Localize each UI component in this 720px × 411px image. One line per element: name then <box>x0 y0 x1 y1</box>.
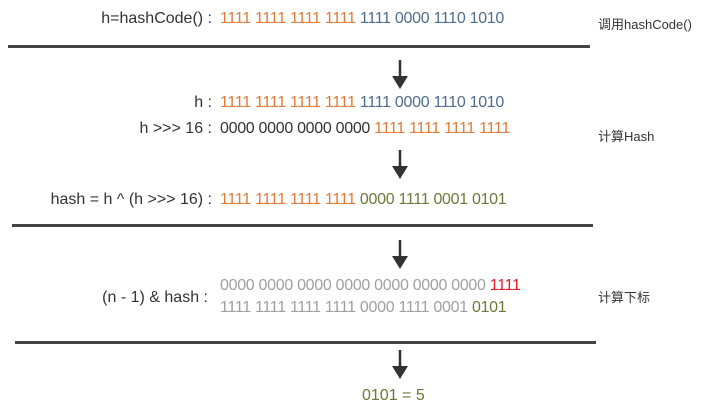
side-label-compute-index: 计算下标 <box>598 290 651 305</box>
bit-segment: 1111 0000 1110 1010 <box>359 94 504 111</box>
bit-segment: 1111 1111 1111 1111 <box>220 191 360 208</box>
bit-segment: 1111 1111 1111 1111 0000 1111 0001 <box>220 299 472 316</box>
row-label: h >>> 16 : <box>139 120 212 137</box>
bit-segment: 1111 1111 1111 1111 <box>220 10 360 27</box>
bits-row: 0000 0000 0000 0000 1111 1111 1111 1111 <box>220 120 510 138</box>
divider <box>15 341 596 344</box>
bit-segment: 0101 <box>471 299 507 316</box>
bits-row: 1111 1111 1111 1111 0000 1111 0001 0101 <box>220 191 507 209</box>
down-arrow-icon <box>392 240 408 269</box>
row-label: hash = h ^ (h >>> 16) : <box>50 191 212 208</box>
bits-row: 1111 1111 1111 1111 1111 0000 1110 1010 <box>220 94 504 112</box>
divider <box>12 224 593 227</box>
row-label: (n - 1) & hash : <box>102 289 208 306</box>
side-label-compute-hash: 计算Hash <box>598 129 655 144</box>
row-label: h=hashCode() : <box>101 10 212 27</box>
bit-segment: 0000 0000 0000 0000 <box>220 120 375 137</box>
bit-segment: 1111 0000 1110 1010 <box>359 10 504 27</box>
bits-row: 1111 1111 1111 1111 1111 0000 1110 1010 <box>220 10 504 28</box>
side-label-call-hashcode: 调用hashCode() <box>598 17 692 32</box>
bit-segment: 0000 0000 0000 0000 0000 0000 0000 <box>220 277 490 294</box>
bit-segment: 1111 <box>489 277 521 294</box>
down-arrow-icon <box>392 60 408 89</box>
bit-segment: 1111 1111 1111 1111 <box>220 94 360 111</box>
down-arrow-icon <box>392 150 408 179</box>
bits-row: 1111 1111 1111 1111 0000 1111 0001 0101 <box>220 299 507 317</box>
bits-row: 0000 0000 0000 0000 0000 0000 0000 1111 <box>220 277 521 295</box>
bit-segment: 1111 1111 1111 1111 <box>374 120 510 137</box>
result-value: 0101 = 5 <box>362 387 425 404</box>
divider <box>8 45 590 48</box>
row-label: h : <box>194 94 212 111</box>
down-arrow-icon <box>392 350 408 379</box>
bit-segment: 0000 1111 0001 0101 <box>359 191 507 208</box>
